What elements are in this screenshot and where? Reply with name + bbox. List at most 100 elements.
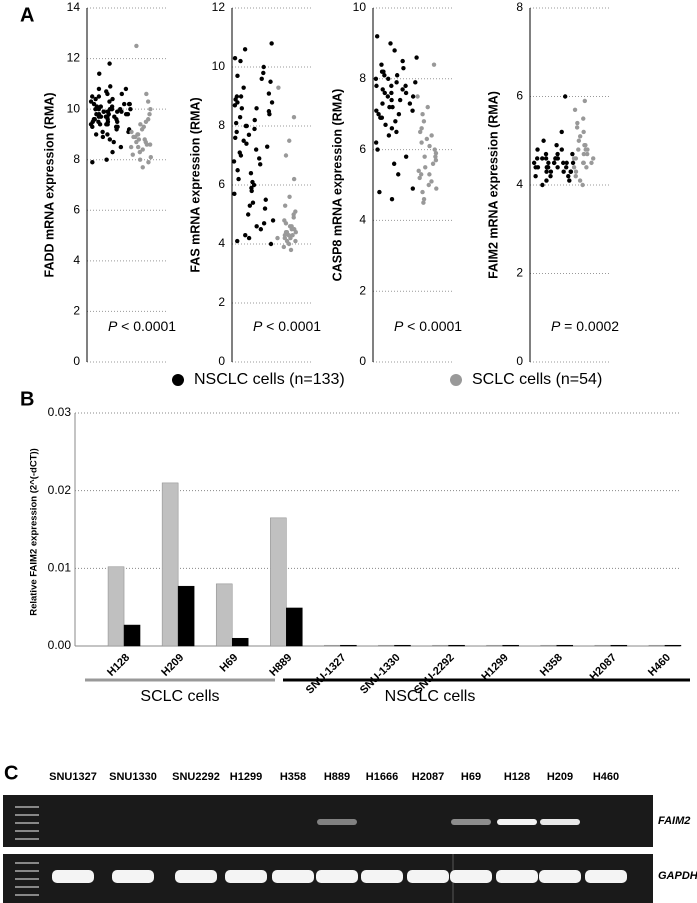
data-point	[415, 94, 420, 99]
p-text: = 0.0002	[564, 318, 619, 334]
data-point	[543, 156, 549, 161]
data-point	[110, 96, 115, 102]
data-point	[414, 55, 419, 60]
data-point	[232, 191, 237, 197]
data-point	[250, 200, 256, 205]
data-point	[541, 138, 546, 143]
data-point	[238, 94, 244, 99]
data-point	[589, 160, 594, 166]
data-point	[386, 76, 391, 82]
x-tick-label: H69	[218, 652, 241, 675]
bar	[123, 624, 141, 647]
data-point	[419, 140, 424, 145]
data-point	[235, 238, 240, 244]
data-point	[373, 76, 379, 82]
data-point	[431, 62, 437, 67]
data-point	[266, 91, 272, 96]
x-tick-label: H460	[646, 652, 673, 679]
y-tick-label: 4	[516, 177, 523, 191]
lane-label: SNU1327	[49, 771, 97, 783]
data-point	[573, 173, 578, 179]
data-point	[396, 112, 402, 117]
y-tick-label: 0.01	[48, 561, 72, 575]
y-tick-label: 8	[516, 0, 523, 14]
data-point	[114, 117, 119, 122]
data-point	[567, 178, 572, 183]
bar	[324, 644, 341, 647]
data-point	[282, 203, 288, 208]
data-point	[261, 221, 267, 226]
data-point	[380, 101, 385, 106]
data-point	[559, 129, 564, 135]
gel-band	[175, 870, 217, 883]
data-point	[544, 169, 549, 174]
data-point	[573, 169, 579, 174]
data-point	[88, 122, 94, 127]
ladder-band	[15, 886, 39, 888]
y-axis-label: CASP8 mRNA expression (RMA)	[330, 89, 344, 282]
data-point	[248, 171, 254, 176]
data-point	[97, 71, 102, 76]
data-point	[134, 43, 139, 49]
bar	[270, 517, 287, 647]
data-point	[581, 129, 586, 135]
gel-band	[450, 870, 492, 883]
legend-label: NSCLC cells (n=133)	[194, 371, 345, 388]
bar	[648, 644, 666, 647]
data-point	[243, 232, 248, 238]
data-point	[422, 154, 427, 159]
lane-label: H1299	[230, 771, 262, 783]
data-point	[235, 100, 240, 105]
data-point	[281, 244, 287, 250]
data-point	[236, 176, 241, 182]
data-point	[254, 106, 259, 111]
y-tick-label: 8	[359, 71, 366, 85]
x-tick-label: H358	[538, 652, 565, 679]
data-point	[385, 94, 391, 99]
data-point	[269, 100, 275, 105]
ladder-band	[15, 870, 39, 872]
data-point	[583, 142, 588, 148]
data-point	[572, 107, 578, 112]
data-point	[263, 197, 268, 202]
data-point	[382, 73, 387, 78]
data-point	[400, 58, 405, 64]
data-point	[390, 104, 395, 110]
bar	[594, 644, 612, 647]
data-point	[423, 165, 428, 170]
data-point	[231, 159, 237, 164]
data-point	[88, 99, 94, 104]
gel-band	[272, 870, 314, 883]
data-point	[253, 147, 259, 152]
data-point	[144, 142, 150, 147]
data-point	[401, 65, 406, 71]
gel-band	[585, 870, 627, 883]
data-point	[245, 212, 251, 217]
data-point	[249, 188, 254, 194]
y-tick-label: 4	[73, 253, 80, 267]
data-point	[562, 94, 568, 99]
data-point	[134, 139, 139, 145]
data-point	[128, 106, 133, 112]
lane-label: H2087	[412, 771, 444, 783]
data-point	[555, 156, 560, 161]
bar	[340, 644, 357, 647]
data-point	[429, 179, 434, 184]
data-point	[432, 147, 437, 152]
data-point	[540, 182, 545, 188]
p-symbol: P	[551, 318, 561, 334]
data-point	[559, 147, 564, 152]
data-point	[252, 126, 257, 132]
y-axis-label: FAS mRNA expression (RMA)	[188, 97, 202, 272]
data-point	[234, 129, 239, 135]
data-point	[570, 151, 575, 157]
data-point	[386, 133, 392, 138]
data-point	[417, 129, 423, 135]
data-point	[568, 169, 574, 174]
legend-label: SCLC cells (n=54)	[472, 371, 602, 388]
data-point	[394, 73, 400, 78]
data-point	[90, 160, 95, 165]
data-point	[104, 122, 109, 127]
data-point	[373, 140, 379, 145]
